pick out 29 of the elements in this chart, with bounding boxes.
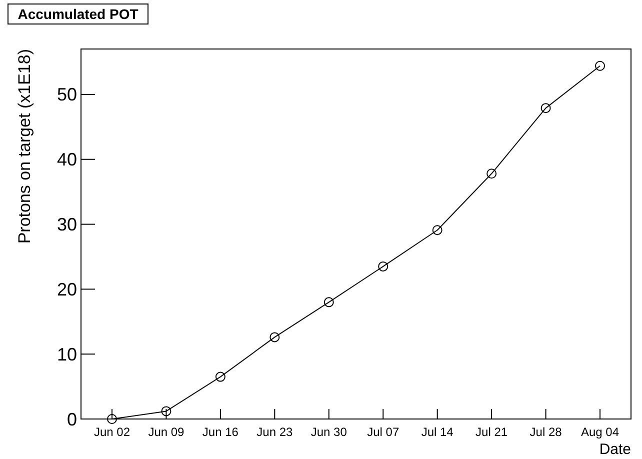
y-axis-title: Protons on target (x1E18) [15, 49, 34, 244]
x-tick-label: Jun 16 [202, 425, 239, 439]
y-tick-label: 40 [56, 150, 77, 170]
x-axis-title: Date [599, 441, 631, 458]
point [486, 168, 497, 179]
point [270, 332, 280, 342]
point [378, 261, 388, 272]
point [324, 297, 334, 308]
x-tick-label: Jun 02 [94, 425, 130, 439]
y-tick-label: 50 [56, 84, 77, 105]
x-tick-label: Aug 04 [580, 425, 620, 439]
y-tick-label: 30 [56, 214, 77, 235]
chart-title: Accumulated POT [18, 6, 139, 22]
x-tick-label: Jul 28 [530, 425, 562, 439]
x-tick-label: Jun 09 [148, 425, 185, 439]
y-tick-label: 20 [56, 279, 77, 300]
point [106, 414, 117, 424]
point [595, 60, 606, 71]
y-tick-label: 10 [56, 344, 77, 364]
point [161, 406, 172, 416]
y-tick-label: 0 [66, 409, 77, 430]
point [432, 225, 442, 236]
x-tick-label: Jul 21 [476, 425, 508, 439]
x-tick-label: Jun 30 [310, 425, 348, 439]
x-tick-label: Jul 14 [421, 425, 454, 439]
point [215, 372, 226, 382]
point [540, 103, 551, 114]
x-tick-label: Jul 07 [367, 425, 400, 439]
x-tick-label: Jun 23 [256, 425, 293, 439]
